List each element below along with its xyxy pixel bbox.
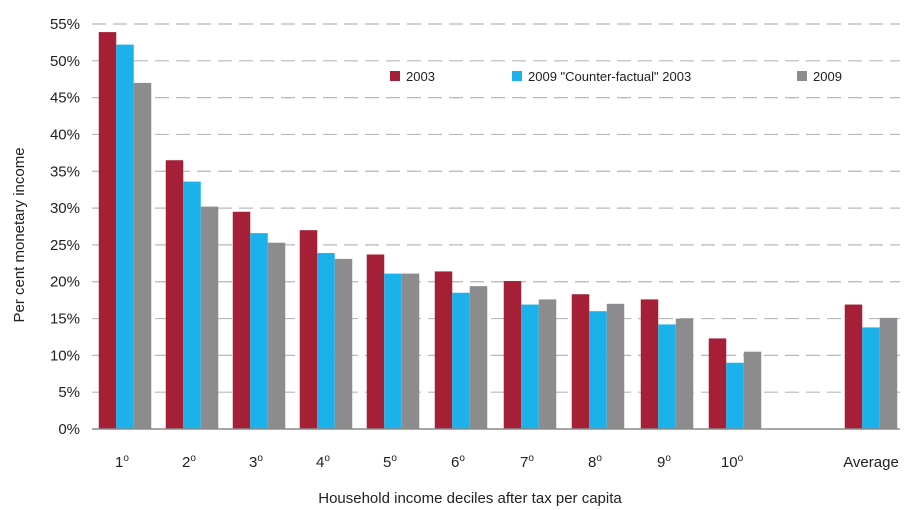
bar-series-2003: [640, 299, 659, 429]
bar-series-counterfactual: [862, 327, 880, 429]
y-tick-label: 5%: [58, 384, 80, 401]
x-category-label: 6o: [451, 453, 465, 471]
bar-series-2003: [232, 211, 251, 429]
bar-series-2009: [538, 299, 557, 429]
y-tick-label: 10%: [50, 347, 80, 364]
x-category-label: 3o: [249, 453, 263, 471]
x-category-label: 10o: [721, 453, 744, 471]
bar-series-2003: [98, 32, 117, 429]
x-category-label: 2o: [182, 453, 196, 471]
bar-series-counterfactual: [183, 181, 201, 429]
bar-series-2009: [743, 351, 762, 429]
y-axis-ticks: 0% 5% 10% 15% 20% 25% 30% 35% 40% 45% 50% 55%: [50, 16, 80, 438]
bar-series-counterfactual: [726, 362, 744, 429]
bar-series-2009: [606, 303, 625, 429]
bar-series-2003: [571, 294, 590, 429]
bar-series-counterfactual: [116, 44, 134, 429]
bar-series-2003: [366, 254, 385, 429]
bar-series-2003: [708, 338, 727, 429]
bar-series-2009: [200, 206, 219, 429]
bar-series-counterfactual: [452, 292, 470, 429]
bar-series-2009: [267, 242, 286, 429]
bar-series-counterfactual: [250, 233, 268, 429]
x-category-label: 9o: [657, 453, 671, 471]
x-category-label: 1o: [115, 453, 129, 471]
legend-label: 2009 "Counter-factual" 2003: [528, 69, 691, 84]
x-category-label: 8o: [588, 453, 602, 471]
y-axis-title: Per cent monetary income: [11, 147, 28, 322]
legend-label: 2003: [406, 69, 435, 84]
y-tick-label: 55%: [50, 16, 80, 33]
bar-series-counterfactual: [589, 311, 607, 429]
bar-series-counterfactual: [521, 304, 539, 429]
bar-series-2009: [469, 286, 488, 429]
bar-series-2009: [675, 318, 694, 429]
legend: 2003 2009 "Counter-factual" 2003 2009: [390, 69, 842, 84]
y-tick-label: 25%: [50, 237, 80, 254]
x-category-label: 5o: [383, 453, 397, 471]
bar-series-2003: [844, 304, 863, 429]
bar-series-2009: [334, 258, 353, 429]
bar-series-counterfactual: [384, 273, 402, 429]
bars: [98, 32, 898, 429]
y-tick-label: 45%: [50, 90, 80, 107]
bar-series-counterfactual: [317, 253, 335, 429]
y-tick-label: 0%: [58, 421, 80, 438]
y-tick-label: 50%: [50, 53, 80, 70]
x-category-label: 4o: [316, 453, 330, 471]
bar-series-counterfactual: [658, 324, 676, 429]
x-axis-categories: 1o 2o 3o 4o 5o 6o 7o 8o 9o 10o Average: [115, 453, 899, 471]
x-category-label: Average: [843, 454, 899, 471]
bar-series-2009: [401, 273, 420, 429]
bar-series-2003: [503, 280, 522, 429]
y-tick-label: 30%: [50, 200, 80, 217]
y-tick-label: 40%: [50, 126, 80, 143]
legend-swatch: [512, 71, 522, 81]
y-tick-label: 15%: [50, 311, 80, 328]
gridlines: [92, 23, 900, 393]
bar-series-2009: [879, 317, 898, 429]
x-axis-title: Household income deciles after tax per c…: [318, 490, 622, 507]
y-tick-label: 20%: [50, 274, 80, 291]
bar-series-2009: [133, 82, 152, 429]
bar-series-2003: [165, 160, 184, 429]
legend-swatch: [797, 71, 807, 81]
x-category-label: 7o: [520, 453, 534, 471]
bar-series-2003: [434, 271, 453, 429]
y-tick-label: 35%: [50, 163, 80, 180]
legend-label: 2009: [813, 69, 842, 84]
bar-series-2003: [299, 230, 318, 429]
legend-swatch: [390, 71, 400, 81]
